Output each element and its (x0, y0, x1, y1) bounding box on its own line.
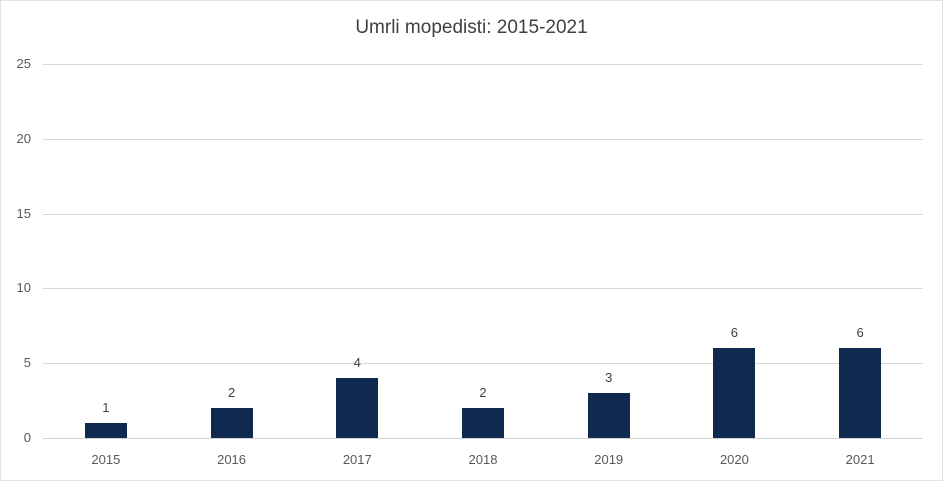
x-tick-label: 2016 (217, 452, 247, 467)
bar-value-label: 1 (102, 400, 110, 416)
gridline (43, 213, 923, 215)
x-tick-label: 2018 (468, 452, 498, 467)
bar-value-label: 6 (730, 325, 739, 341)
y-tick-label: 0 (23, 430, 31, 445)
x-tick-label: 2017 (342, 452, 372, 467)
y-tick-label: 5 (23, 355, 31, 371)
y-tick-label: 15 (16, 205, 31, 221)
bar (210, 408, 253, 438)
bar (839, 348, 882, 438)
bar-value-label: 3 (605, 370, 613, 386)
bar (587, 393, 630, 438)
x-axis-line (43, 438, 923, 439)
gridline (43, 64, 923, 65)
x-tick-label: 2015 (91, 452, 121, 467)
x-tick-label: 2021 (845, 452, 875, 467)
bar-value-label: 4 (353, 355, 361, 371)
y-tick-label: 20 (16, 130, 31, 146)
bar-value-label: 2 (227, 385, 236, 401)
gridline (43, 288, 923, 290)
bar-value-label: 2 (479, 385, 487, 401)
gridline (43, 363, 923, 365)
bar (713, 348, 756, 438)
chart-title: Umrli mopedisti: 2015-2021 (355, 17, 588, 38)
y-tick-label: 25 (16, 56, 31, 71)
bar (84, 423, 127, 438)
y-tick-label: 10 (16, 280, 31, 296)
gridline (43, 138, 923, 140)
bar-value-label: 6 (856, 325, 864, 341)
x-tick-label: 2019 (594, 452, 624, 467)
bar (462, 408, 504, 438)
bar (336, 378, 379, 438)
x-tick-label: 2020 (719, 452, 749, 467)
